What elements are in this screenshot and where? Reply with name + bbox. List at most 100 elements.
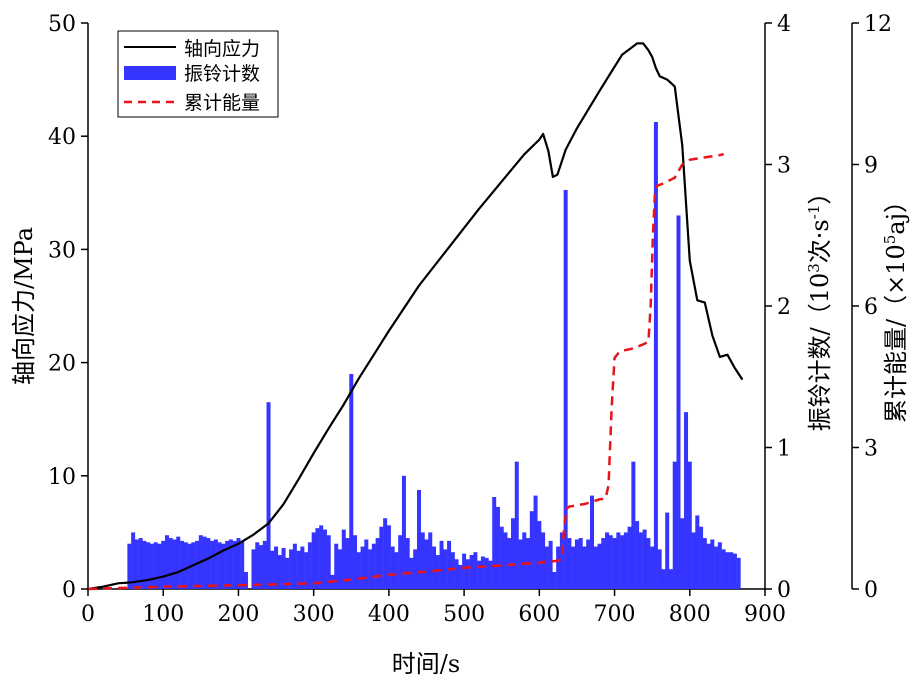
x-tick-label: 500 bbox=[443, 602, 485, 627]
ring-count-bar bbox=[202, 536, 207, 589]
ring-count-bar bbox=[665, 512, 670, 589]
ring-count-bar bbox=[514, 461, 519, 589]
ring-count-bar bbox=[465, 559, 470, 589]
ring-count-bar bbox=[281, 547, 286, 589]
ring-count-bar bbox=[586, 539, 591, 589]
ring-count-bar bbox=[142, 540, 147, 589]
ring-count-bar bbox=[653, 122, 658, 590]
ring-count-bar bbox=[503, 532, 508, 589]
x-tick-label: 100 bbox=[142, 602, 184, 627]
y-right2-tick-label: 6 bbox=[864, 295, 878, 320]
ring-count-bar bbox=[638, 532, 643, 589]
ring-count-bar bbox=[552, 572, 557, 589]
ring-count-bar bbox=[495, 506, 500, 589]
ring-count-bar bbox=[217, 542, 222, 589]
ring-count-bar bbox=[725, 552, 730, 589]
ring-count-bar bbox=[623, 532, 628, 589]
y-right2-tick-label: 12 bbox=[864, 12, 892, 37]
ring-count-bar bbox=[473, 552, 478, 589]
ring-count-bar bbox=[153, 542, 158, 589]
y-right1-tick-label: 1 bbox=[777, 437, 791, 462]
ring-count-bar bbox=[424, 539, 429, 589]
ring-count-bar bbox=[322, 529, 327, 589]
ring-count-bar bbox=[529, 511, 534, 589]
ring-count-bar bbox=[259, 545, 264, 589]
ring-count-bar bbox=[349, 373, 354, 589]
ring-count-bar bbox=[255, 542, 260, 589]
ring-count-bar bbox=[699, 526, 704, 589]
y-right1-tick-label: 4 bbox=[777, 12, 791, 37]
ring-count-bar bbox=[161, 540, 166, 589]
ring-count-bar bbox=[413, 549, 418, 589]
ring-count-bar bbox=[420, 532, 425, 589]
ring-count-bar bbox=[353, 535, 358, 589]
ring-count-bar bbox=[631, 461, 636, 589]
ring-count-bar bbox=[642, 529, 647, 589]
ring-count-bar bbox=[684, 412, 689, 590]
series-lines bbox=[87, 42, 744, 591]
ring-count-bar bbox=[225, 540, 230, 589]
ring-count-bar bbox=[228, 539, 233, 589]
ring-count-bar bbox=[371, 543, 376, 589]
ring-count-bar bbox=[149, 543, 154, 589]
ring-count-bar bbox=[680, 518, 685, 589]
ring-count-bar bbox=[571, 546, 576, 589]
ring-count-bar bbox=[439, 540, 444, 589]
ring-count-bar bbox=[454, 559, 459, 589]
stress-line bbox=[87, 42, 744, 591]
ring-count-bar bbox=[289, 549, 294, 589]
y-left-axis-label: 轴向应力/MPa bbox=[10, 227, 38, 385]
ring-count-bar bbox=[499, 526, 504, 589]
ring-count-bar bbox=[480, 556, 485, 589]
ring-count-bar bbox=[394, 552, 399, 589]
ring-count-bar bbox=[405, 538, 410, 589]
ring-count-bar bbox=[605, 532, 610, 589]
ring-count-bar bbox=[661, 569, 666, 589]
y-right1-tick-label: 0 bbox=[777, 578, 791, 603]
ring-count-bar bbox=[533, 495, 538, 589]
y-right2-axis-label: 累计能量/（×105aj） bbox=[881, 189, 910, 423]
ring-count-bar bbox=[676, 215, 681, 589]
ring-count-bar bbox=[589, 495, 594, 589]
ring-count-bar bbox=[296, 550, 301, 589]
ring-count-bar bbox=[183, 542, 188, 589]
ring-count-bar bbox=[447, 540, 452, 589]
x-tick-label: 800 bbox=[669, 602, 711, 627]
y-left-tick-label: 30 bbox=[48, 238, 76, 263]
x-tick-label: 300 bbox=[293, 602, 335, 627]
ring-count-bar bbox=[488, 560, 493, 589]
ring-count-bar bbox=[285, 557, 290, 589]
ring-count-bar bbox=[270, 550, 275, 589]
y-left-tick-label: 50 bbox=[48, 12, 76, 37]
ring-count-bar bbox=[251, 549, 256, 589]
ring-count-bar bbox=[582, 546, 587, 589]
ring-count-bar bbox=[341, 529, 346, 589]
ring-count-bar bbox=[134, 539, 139, 589]
ring-count-bar bbox=[477, 560, 482, 589]
ring-count-bar bbox=[157, 543, 162, 589]
ring-count-bar bbox=[390, 546, 395, 589]
ring-count-bar bbox=[672, 461, 677, 589]
x-tick-label: 200 bbox=[217, 602, 259, 627]
y-right1-tick-label: 2 bbox=[777, 295, 791, 320]
ring-count-bar bbox=[537, 521, 542, 589]
ring-count-bar bbox=[462, 553, 467, 590]
ring-count-bar bbox=[266, 402, 271, 589]
ring-count-bar bbox=[195, 540, 200, 589]
ring-count-bar bbox=[364, 539, 369, 589]
ring-count-bar bbox=[131, 532, 136, 589]
ring-count-bar bbox=[398, 535, 403, 589]
ring-count-bar bbox=[232, 540, 237, 589]
ring-count-bar bbox=[559, 532, 564, 589]
ring-count-bar bbox=[240, 540, 245, 589]
ring-count-bar bbox=[368, 549, 373, 589]
ring-count-bar bbox=[518, 539, 523, 589]
ring-count-bar bbox=[243, 572, 248, 589]
ring-count-bar bbox=[593, 546, 598, 589]
ring-count-bar bbox=[627, 526, 632, 589]
ring-count-bar bbox=[706, 543, 711, 589]
x-tick-label: 400 bbox=[368, 602, 410, 627]
ring-count-bar bbox=[416, 489, 421, 589]
ring-count-bar bbox=[714, 546, 719, 589]
ring-count-bar bbox=[345, 538, 350, 589]
